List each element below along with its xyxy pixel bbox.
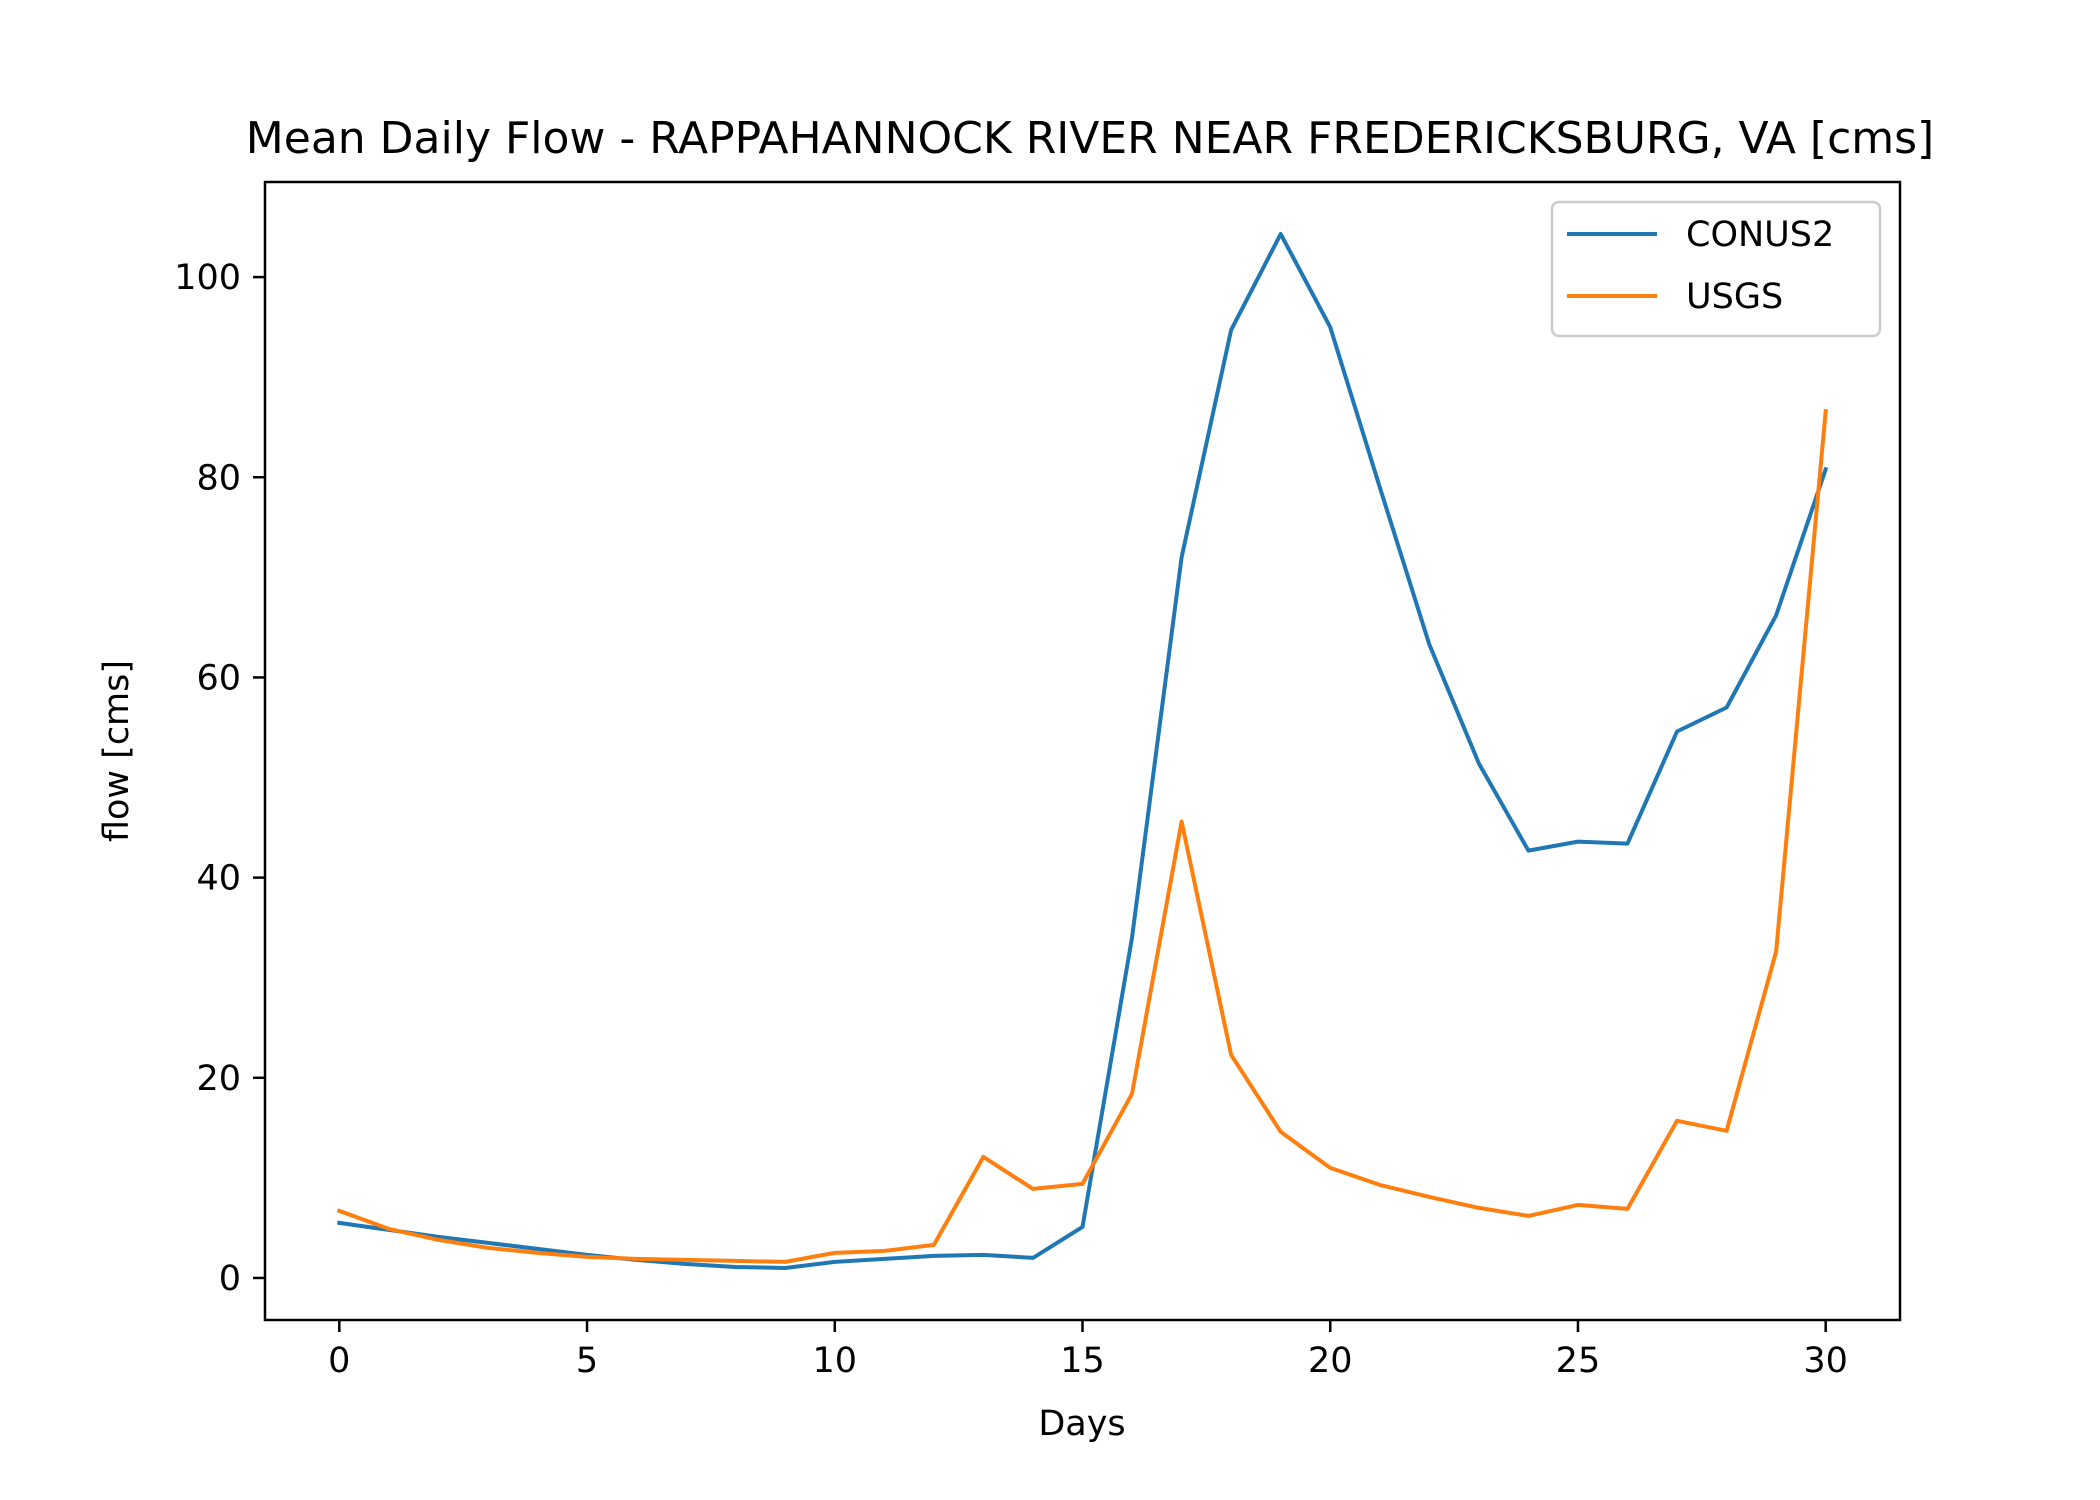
y-tick-label: 80 [196, 458, 241, 498]
y-tick-label: 100 [174, 258, 241, 298]
x-tick-label: 10 [812, 1341, 857, 1381]
legend: CONUS2 USGS [1550, 200, 1882, 338]
series-layer [336, 232, 1829, 1270]
y-tick-label: 0 [219, 1259, 241, 1299]
legend-label-usgs: USGS [1686, 277, 1783, 317]
x-tick-label: 25 [1556, 1341, 1601, 1381]
x-tick-label: 30 [1803, 1341, 1848, 1381]
x-tick-label: 15 [1060, 1341, 1105, 1381]
chart-title: Mean Daily Flow - RAPPAHANNOCK RIVER NEA… [246, 113, 1934, 164]
x-tick-label: 20 [1308, 1341, 1353, 1381]
legend-label-conus2: CONUS2 [1686, 215, 1834, 255]
series-line-usgs [336, 409, 1828, 1264]
x-axis-label: Days [1038, 1404, 1125, 1444]
y-tick-label: 60 [196, 658, 241, 698]
y-tick-label: 40 [196, 859, 241, 899]
x-tick-label: 0 [328, 1341, 350, 1381]
y-axis: 0 20 40 60 80 100 [174, 258, 265, 1299]
x-tick-label: 5 [576, 1341, 598, 1381]
y-axis-label: flow [cms] [97, 660, 137, 842]
y-tick-label: 20 [196, 1059, 241, 1099]
x-axis: 0 5 10 15 20 25 30 [328, 1320, 1848, 1381]
